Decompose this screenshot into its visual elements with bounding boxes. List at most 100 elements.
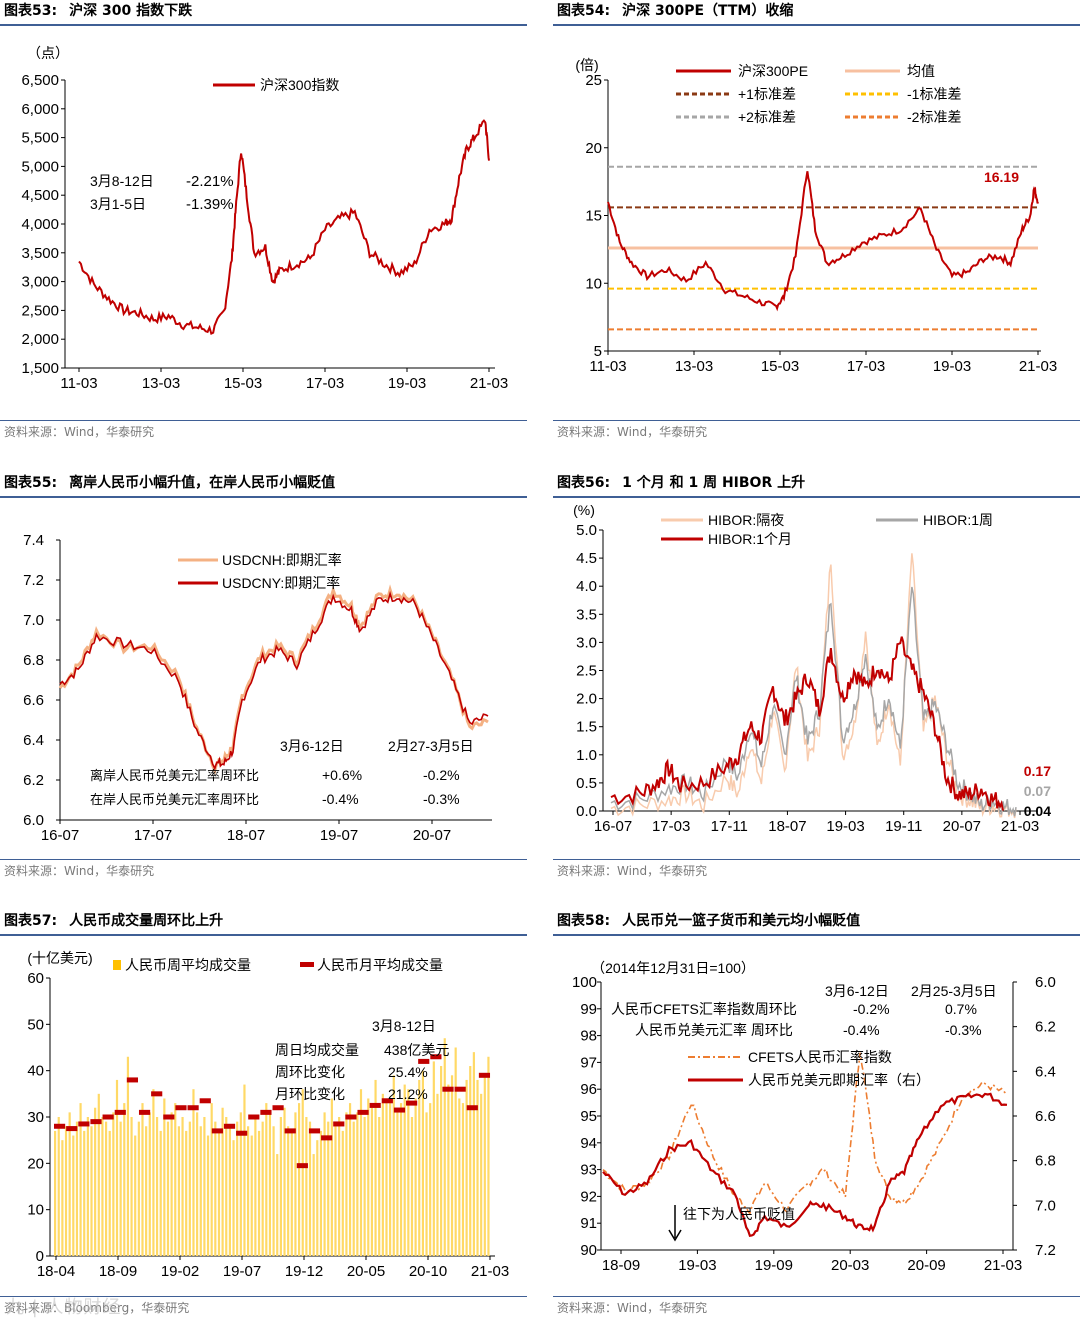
monthly-bar xyxy=(78,1121,90,1127)
chart-58: （2014年12月31日=100）100 99 98 97 96 95 94 93 92 91 90… xyxy=(572,960,1056,1274)
weekly-bar xyxy=(86,1117,89,1256)
weekly-bar xyxy=(75,1121,79,1256)
weekly-bar xyxy=(330,1098,333,1256)
x-tick-label: 19-11 xyxy=(885,818,922,835)
series-line xyxy=(58,584,489,776)
weekly-bar xyxy=(221,1107,224,1256)
unit-label: (倍) xyxy=(575,57,598,73)
chart-57: (十亿美元) 60 50 40 30 20 10 018-04 18-09 19-02 19-07 1… xyxy=(27,950,509,1280)
monthly-bar xyxy=(418,1058,430,1064)
panel-title: 图表57: 人民币成交量周环比上升 xyxy=(0,910,527,936)
annotation-label: 周环比变化 xyxy=(275,1064,345,1080)
weekly-bar xyxy=(443,1038,446,1256)
table-cell: -0.3% xyxy=(945,1022,982,1038)
annotation-label: 3月1-5日 xyxy=(90,196,146,212)
weekly-bar xyxy=(181,1117,184,1256)
weekly-bar xyxy=(166,1121,170,1256)
weekly-bar xyxy=(137,1121,140,1256)
x-tick-label: 19-03 xyxy=(826,818,864,835)
panel-title: 图表56: 1 个月 和 1 周 HIBOR 上升 xyxy=(553,472,1080,498)
x-tick-label: 20-10 xyxy=(409,1263,447,1280)
monthly-bar xyxy=(199,1098,211,1104)
weekly-bar xyxy=(188,1121,191,1256)
weekly-bar xyxy=(480,1093,483,1256)
weekly-bar xyxy=(432,1061,435,1256)
x-tick-label: 18-09 xyxy=(602,1257,640,1274)
weekly-bar xyxy=(410,1117,414,1256)
x-tick-label: 19-07 xyxy=(223,1263,261,1280)
weekly-bar xyxy=(469,1066,472,1256)
x-tick-label: 21-03 xyxy=(1001,818,1039,835)
weekly-bar xyxy=(323,1112,326,1256)
annotation-value: 25.4% xyxy=(388,1064,428,1080)
weekly-bar xyxy=(104,1121,108,1256)
unit-label: (十亿美元) xyxy=(27,950,92,966)
y-tick-label: 2,000 xyxy=(21,331,59,348)
weekly-bar xyxy=(126,1056,130,1256)
y-tick-label: 3.0 xyxy=(576,634,597,651)
panel-58: 图表58: 人民币兑一篮子货币和美元均小幅贬值 （2014年12月31日=100）… xyxy=(553,910,1080,1324)
weekly-bar xyxy=(64,1126,68,1256)
x-tick-label: 16-07 xyxy=(41,827,79,844)
table-header: 3月6-12日 xyxy=(825,983,889,999)
y-tick-label: 50 xyxy=(27,1016,44,1033)
monthly-bar xyxy=(284,1128,296,1134)
x-tick-label: 16-07 xyxy=(594,818,632,835)
x-tick-label: 20-07 xyxy=(413,827,451,844)
y-tick-label: 7.4 xyxy=(23,532,44,549)
y-tick-label: 91 xyxy=(580,1215,597,1232)
y-tick-label: 93 xyxy=(580,1162,597,1179)
weekly-bar xyxy=(338,1117,341,1256)
source-note: 资料来源：Bloomberg，华泰研究 xyxy=(0,1296,527,1319)
x-tick-label: 19-02 xyxy=(161,1263,199,1280)
legend-label: 人民币月平均成交量 xyxy=(317,957,443,973)
weekly-bar xyxy=(279,1117,282,1256)
weekly-bar xyxy=(119,1121,122,1256)
x-tick-label: 17-03 xyxy=(847,358,885,375)
x-tick-label: 21-03 xyxy=(470,375,508,392)
weekly-bar xyxy=(440,1066,443,1256)
monthly-bar xyxy=(393,1107,406,1113)
monthly-bar xyxy=(187,1105,199,1111)
y-tick-label: 6.8 xyxy=(23,652,44,669)
weekly-bar xyxy=(483,1075,486,1256)
x-tick-label: 17-03 xyxy=(306,375,344,392)
table-row-label: 人民币CFETS汇率指数周环比 xyxy=(611,1001,797,1017)
weekly-bar xyxy=(254,1117,257,1256)
y-tick-label: 96 xyxy=(580,1081,597,1098)
weekly-bar xyxy=(225,1117,228,1256)
y-tick-label: 7.2 xyxy=(23,572,44,589)
weekly-bar xyxy=(206,1135,210,1256)
weekly-bar xyxy=(61,1140,64,1256)
x-tick-label: 20-09 xyxy=(907,1257,945,1274)
y-tick-label: 30 xyxy=(27,1109,44,1126)
y-tick-label: 5,500 xyxy=(21,130,59,147)
y2-tick-label: 7.0 xyxy=(1035,1197,1056,1214)
annotation-label: 周日均成交量 xyxy=(275,1042,359,1058)
weekly-bar xyxy=(159,1130,162,1256)
weekly-bar xyxy=(239,1112,242,1256)
x-tick-label: 18-07 xyxy=(227,827,265,844)
weekly-bar xyxy=(199,1126,202,1256)
weekly-bar xyxy=(196,1112,199,1256)
monthly-bar xyxy=(430,1054,442,1060)
monthly-bar xyxy=(321,1135,333,1141)
weekly-bar xyxy=(327,1121,330,1256)
weekly-bar xyxy=(312,1154,315,1256)
end-value-label: 0.17 xyxy=(1024,763,1051,779)
y-tick-label: 7.0 xyxy=(23,612,44,629)
x-tick-label: 17-03 xyxy=(652,818,690,835)
y-tick-label: 1,500 xyxy=(21,360,59,377)
weekly-bar xyxy=(174,1103,177,1256)
weekly-bar xyxy=(79,1103,82,1256)
weekly-bar xyxy=(170,1112,173,1256)
y-tick-label: 1.0 xyxy=(576,747,597,764)
annotation-value: 21.2% xyxy=(388,1086,428,1102)
y2-tick-label: 6.0 xyxy=(1035,974,1056,991)
y-tick-label: 100 xyxy=(572,974,597,991)
weekly-bar xyxy=(276,1154,279,1256)
chart-56: (%) 5.0 4.5 4.0 3.5 3.0 2.5 2.0 1.5 1.0 0.5 0.016-0… xyxy=(573,502,1051,835)
weekly-bar xyxy=(454,1047,457,1256)
y-tick-label: 6.0 xyxy=(23,812,44,829)
monthly-bar xyxy=(126,1077,139,1083)
